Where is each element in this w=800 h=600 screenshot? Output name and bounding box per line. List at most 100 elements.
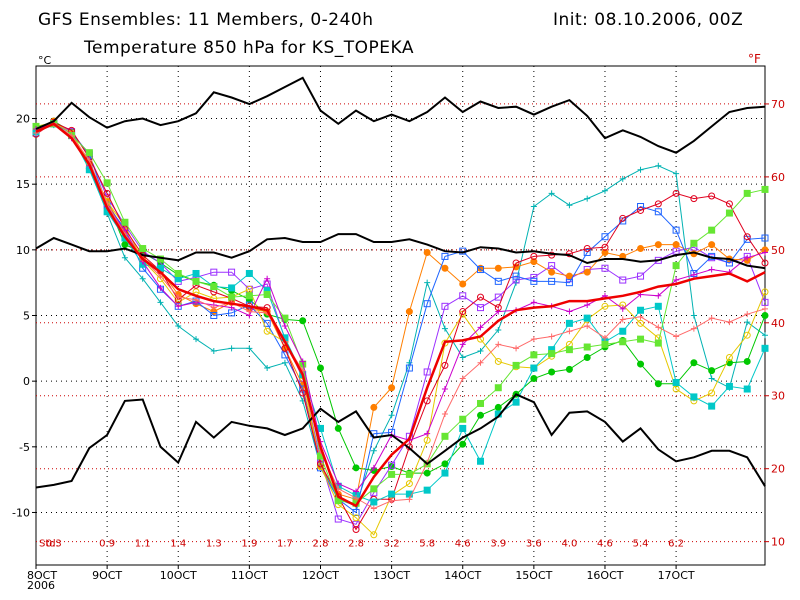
member-5-point bbox=[441, 252, 449, 260]
member-5-point bbox=[548, 277, 556, 285]
member-7-point bbox=[423, 397, 431, 405]
member-3-point bbox=[477, 304, 485, 312]
member-9-point bbox=[174, 269, 182, 277]
member-11-point bbox=[388, 497, 395, 504]
member-4-point bbox=[601, 248, 609, 256]
member-5-point bbox=[565, 279, 573, 287]
member-9-point bbox=[263, 290, 271, 298]
member-2-point bbox=[743, 357, 751, 365]
chart-title-line1: GFS Ensembles: 11 Members, 0-240h bbox=[38, 10, 374, 30]
member-7-point bbox=[725, 200, 733, 208]
member-line-11 bbox=[35, 123, 766, 510]
member-5-point bbox=[672, 226, 680, 234]
member-7-point bbox=[477, 293, 485, 301]
member-10-point bbox=[708, 266, 715, 273]
member-7-point bbox=[352, 526, 360, 534]
member-10-point bbox=[477, 324, 484, 331]
member-5-point bbox=[477, 266, 485, 274]
member-8-point bbox=[530, 364, 538, 372]
member-2-point bbox=[708, 367, 716, 375]
std-value: 1.9 bbox=[241, 539, 257, 550]
member-9-point bbox=[139, 245, 147, 253]
member-9-point bbox=[494, 384, 502, 392]
member-line-2 bbox=[35, 120, 766, 474]
member-11-point bbox=[601, 334, 608, 341]
member-1-point bbox=[762, 332, 768, 339]
member-5-point bbox=[530, 277, 538, 285]
member-10-point bbox=[530, 299, 537, 306]
member-6-point bbox=[494, 357, 502, 365]
member-9-point bbox=[637, 335, 645, 343]
member-10-point bbox=[370, 464, 377, 471]
member-8-point bbox=[708, 402, 716, 410]
member-2-point bbox=[761, 312, 769, 319]
member-2-point bbox=[441, 460, 449, 468]
member-8-point bbox=[583, 314, 591, 322]
x-tick-label: 14OCT bbox=[444, 569, 481, 582]
x-tick-label: 11OCT bbox=[231, 569, 268, 582]
member-6-point bbox=[743, 331, 751, 339]
member-line-5 bbox=[35, 123, 766, 514]
member-6-point bbox=[405, 480, 413, 488]
member-2-point bbox=[690, 359, 698, 367]
member-1-point bbox=[548, 190, 555, 197]
x-tick-label: 9OCT bbox=[92, 569, 122, 582]
member-7-point bbox=[637, 206, 645, 214]
member-8-point bbox=[637, 306, 645, 314]
member-1-point bbox=[424, 279, 431, 286]
member-4-point bbox=[565, 272, 573, 280]
member-6-point bbox=[761, 288, 769, 296]
member-11-point bbox=[673, 333, 680, 340]
member-1-point bbox=[370, 447, 377, 454]
member-4-point bbox=[530, 258, 538, 266]
member-3-point bbox=[441, 302, 449, 310]
member-11-point bbox=[762, 305, 768, 312]
x-tick-label: 12OCT bbox=[302, 569, 339, 582]
member-9-point bbox=[121, 218, 129, 226]
member-7-point bbox=[583, 245, 591, 253]
member-9-point bbox=[565, 346, 573, 354]
chart-title-line2: Temperature 850 hPa for KS_TOPEKA bbox=[84, 38, 414, 58]
member-2-point bbox=[565, 365, 573, 373]
member-1-point bbox=[210, 347, 217, 354]
member-1-point bbox=[281, 359, 288, 366]
member-1-point bbox=[619, 175, 626, 182]
member-5-point bbox=[210, 312, 218, 319]
member-4-point bbox=[637, 245, 645, 253]
member-3-point bbox=[512, 276, 520, 284]
member-5-point bbox=[601, 233, 609, 241]
member-9-point bbox=[388, 470, 396, 478]
member-5-point bbox=[494, 277, 502, 285]
y2-tick-label: 50 bbox=[771, 244, 785, 257]
member-9-point bbox=[228, 293, 236, 301]
member-1-point bbox=[388, 412, 395, 419]
member-1-point bbox=[264, 365, 271, 372]
member-2-point bbox=[352, 464, 360, 472]
x-tick-label: 2006 bbox=[27, 579, 55, 592]
x-tick-label: 8OCT bbox=[27, 569, 57, 582]
member-9-point bbox=[370, 485, 378, 493]
member-8-point bbox=[690, 393, 698, 401]
member-3-point bbox=[494, 293, 502, 301]
member-8-point bbox=[672, 378, 680, 386]
y2-tick-label: 70 bbox=[771, 98, 785, 111]
member-9-point bbox=[708, 226, 716, 234]
member-2-point bbox=[548, 368, 556, 376]
member-8-point bbox=[388, 490, 396, 498]
member-7-point bbox=[530, 252, 538, 260]
member-5-point bbox=[761, 234, 769, 242]
member-7-point bbox=[441, 361, 449, 369]
member-4-point bbox=[405, 308, 413, 316]
member-1-point bbox=[530, 203, 537, 210]
member-8-point bbox=[423, 486, 431, 494]
member-7-point bbox=[601, 243, 609, 251]
member-9-point bbox=[761, 185, 769, 193]
member-9-point bbox=[583, 343, 591, 351]
member-11-point bbox=[530, 336, 537, 343]
member-11-point bbox=[708, 315, 715, 322]
std-value: 3.6 bbox=[526, 539, 542, 550]
member-10-point bbox=[655, 292, 662, 299]
member-6-point bbox=[441, 339, 449, 347]
member-2-point bbox=[121, 241, 129, 249]
